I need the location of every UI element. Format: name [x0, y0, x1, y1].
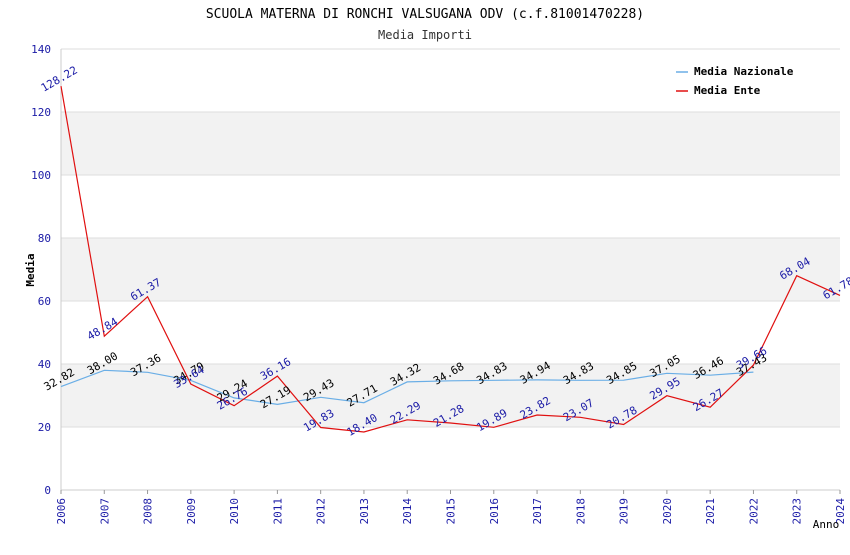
- x-tick-label: 2015: [445, 498, 458, 525]
- x-tick-label: 2008: [142, 498, 155, 525]
- y-axis-label: Media: [24, 253, 37, 286]
- chart-title: SCUOLA MATERNA DI RONCHI VALSUGANA ODV (…: [206, 7, 644, 22]
- data-label: 48.84: [85, 315, 121, 343]
- x-tick-label: 2019: [618, 498, 631, 525]
- x-tick-label: 2007: [98, 498, 111, 525]
- data-label: 128.22: [39, 64, 80, 95]
- grid-band: [61, 112, 840, 175]
- y-tick-labels: 0 20 40 60 80 100 120 140: [31, 43, 51, 497]
- x-tick-label: 2011: [271, 498, 284, 525]
- series-lines: [60, 85, 841, 433]
- y-tick-label: 100: [31, 169, 51, 182]
- x-tick-label: 2018: [574, 498, 587, 525]
- grid-band: [61, 238, 840, 301]
- x-tick-label: 2014: [401, 498, 414, 525]
- x-tick-label: 2013: [358, 498, 371, 525]
- x-tick-label: 2006: [55, 498, 68, 525]
- legend-label: Media Ente: [694, 84, 761, 97]
- x-tick-label: 2009: [185, 498, 198, 525]
- x-tick-label: 2021: [704, 498, 717, 525]
- y-tick-label: 140: [31, 43, 51, 56]
- y-tick-label: 40: [38, 358, 51, 371]
- y-tick-label: 120: [31, 106, 51, 119]
- axes: [60, 49, 841, 494]
- x-tick-label: 2024: [834, 498, 847, 525]
- x-axis-label: Anno: [813, 518, 840, 531]
- x-tick-label: 2020: [661, 498, 674, 525]
- y-tick-label: 60: [38, 295, 51, 308]
- y-tick-label: 0: [44, 484, 51, 497]
- series-line-media-ente: [60, 85, 841, 433]
- y-tick-label: 80: [38, 232, 51, 245]
- y-tick-label: 20: [38, 421, 51, 434]
- x-tick-label: 2012: [315, 498, 328, 525]
- x-tick-label: 2017: [531, 498, 544, 525]
- series-line-media-nazionale: [60, 369, 754, 406]
- x-tick-label: 2016: [488, 498, 501, 525]
- legend-label: Media Nazionale: [694, 65, 794, 78]
- grid-bands: [61, 112, 840, 427]
- grid-band: [61, 364, 840, 427]
- x-tick-label: 2023: [791, 498, 804, 525]
- chart-subtitle: Media Importi: [378, 28, 472, 42]
- legend: Media Nazionale Media Ente: [676, 65, 794, 97]
- x-tick-labels: 2006 2007 2008 2009 2010 2011 2012 2013 2014 2015…: [55, 498, 847, 525]
- x-tick-label: 2010: [228, 498, 241, 525]
- x-tick-label: 2022: [747, 498, 760, 525]
